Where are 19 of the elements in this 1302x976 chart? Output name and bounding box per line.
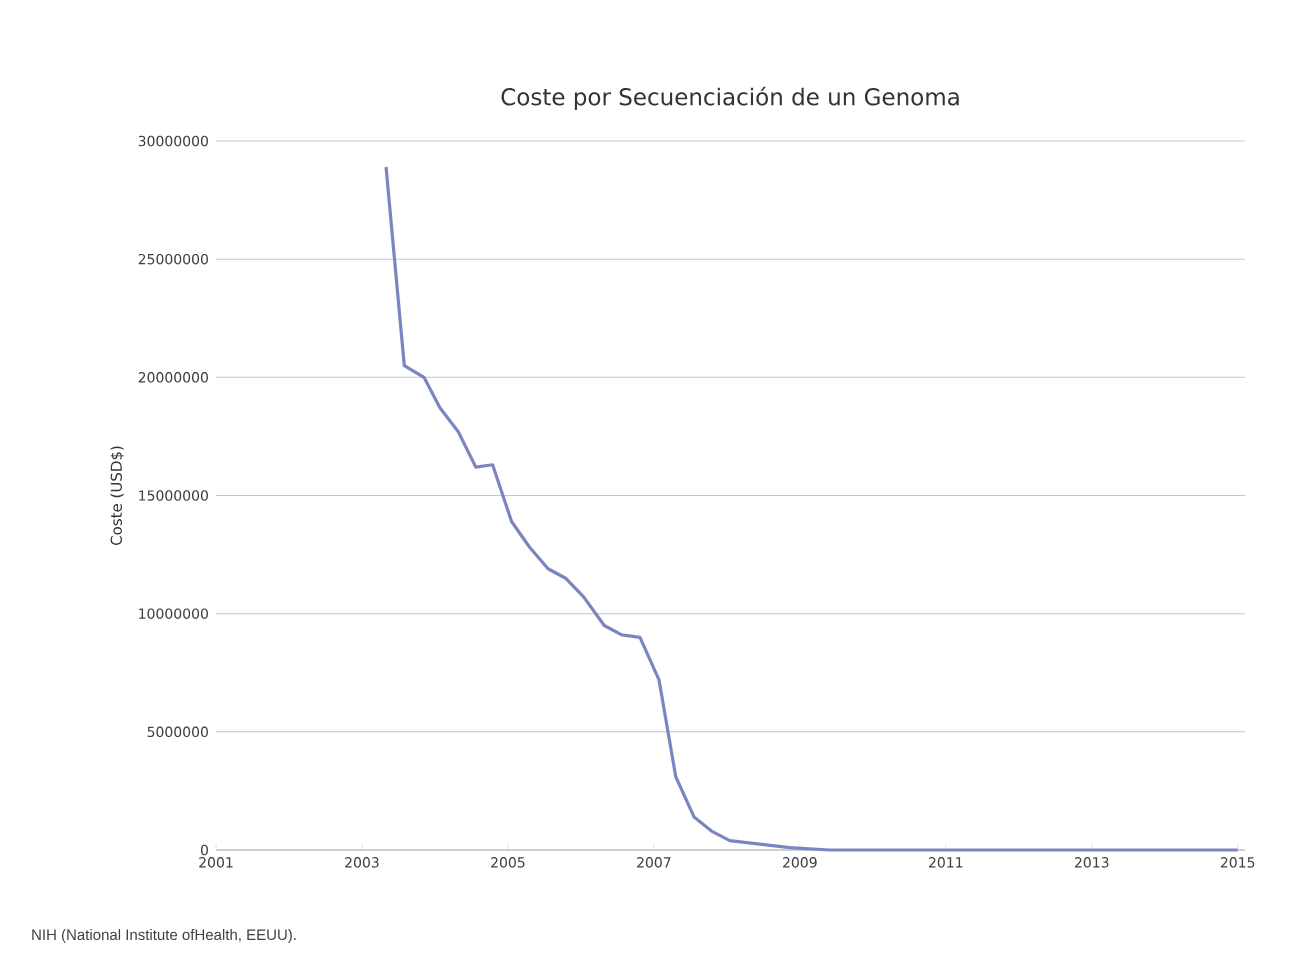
y-tick-label: 5000000 — [147, 726, 208, 738]
line-series — [384, 165, 1240, 852]
y-tick-label: 30000000 — [138, 135, 208, 147]
x-tick-label: 2007 — [637, 857, 671, 868]
x-tick-label: 2005 — [491, 857, 525, 868]
y-tick-label: 25000000 — [138, 253, 208, 265]
y-axis-title: Coste (USD$) — [110, 446, 124, 545]
x-tick-label: 2003 — [345, 857, 379, 868]
y-tick-label: 15000000 — [139, 490, 208, 501]
x-tick-label: 2011 — [929, 857, 963, 868]
x-tick-label: 2013 — [1074, 857, 1109, 868]
y-tick-label: 20000000 — [138, 372, 208, 383]
x-tick-label: 2009 — [783, 857, 817, 868]
x-tick-label: 2001 — [199, 857, 233, 868]
x-tick-label: 2015 — [1220, 857, 1255, 868]
y-tick-label: 10000000 — [139, 608, 208, 619]
chart-title: Coste por Secuenciación de un Genoma — [501, 86, 959, 110]
text: NIH (National Institute ofHealth, EEUU). — [32, 929, 296, 943]
y-tick-label: 0 — [200, 844, 208, 856]
